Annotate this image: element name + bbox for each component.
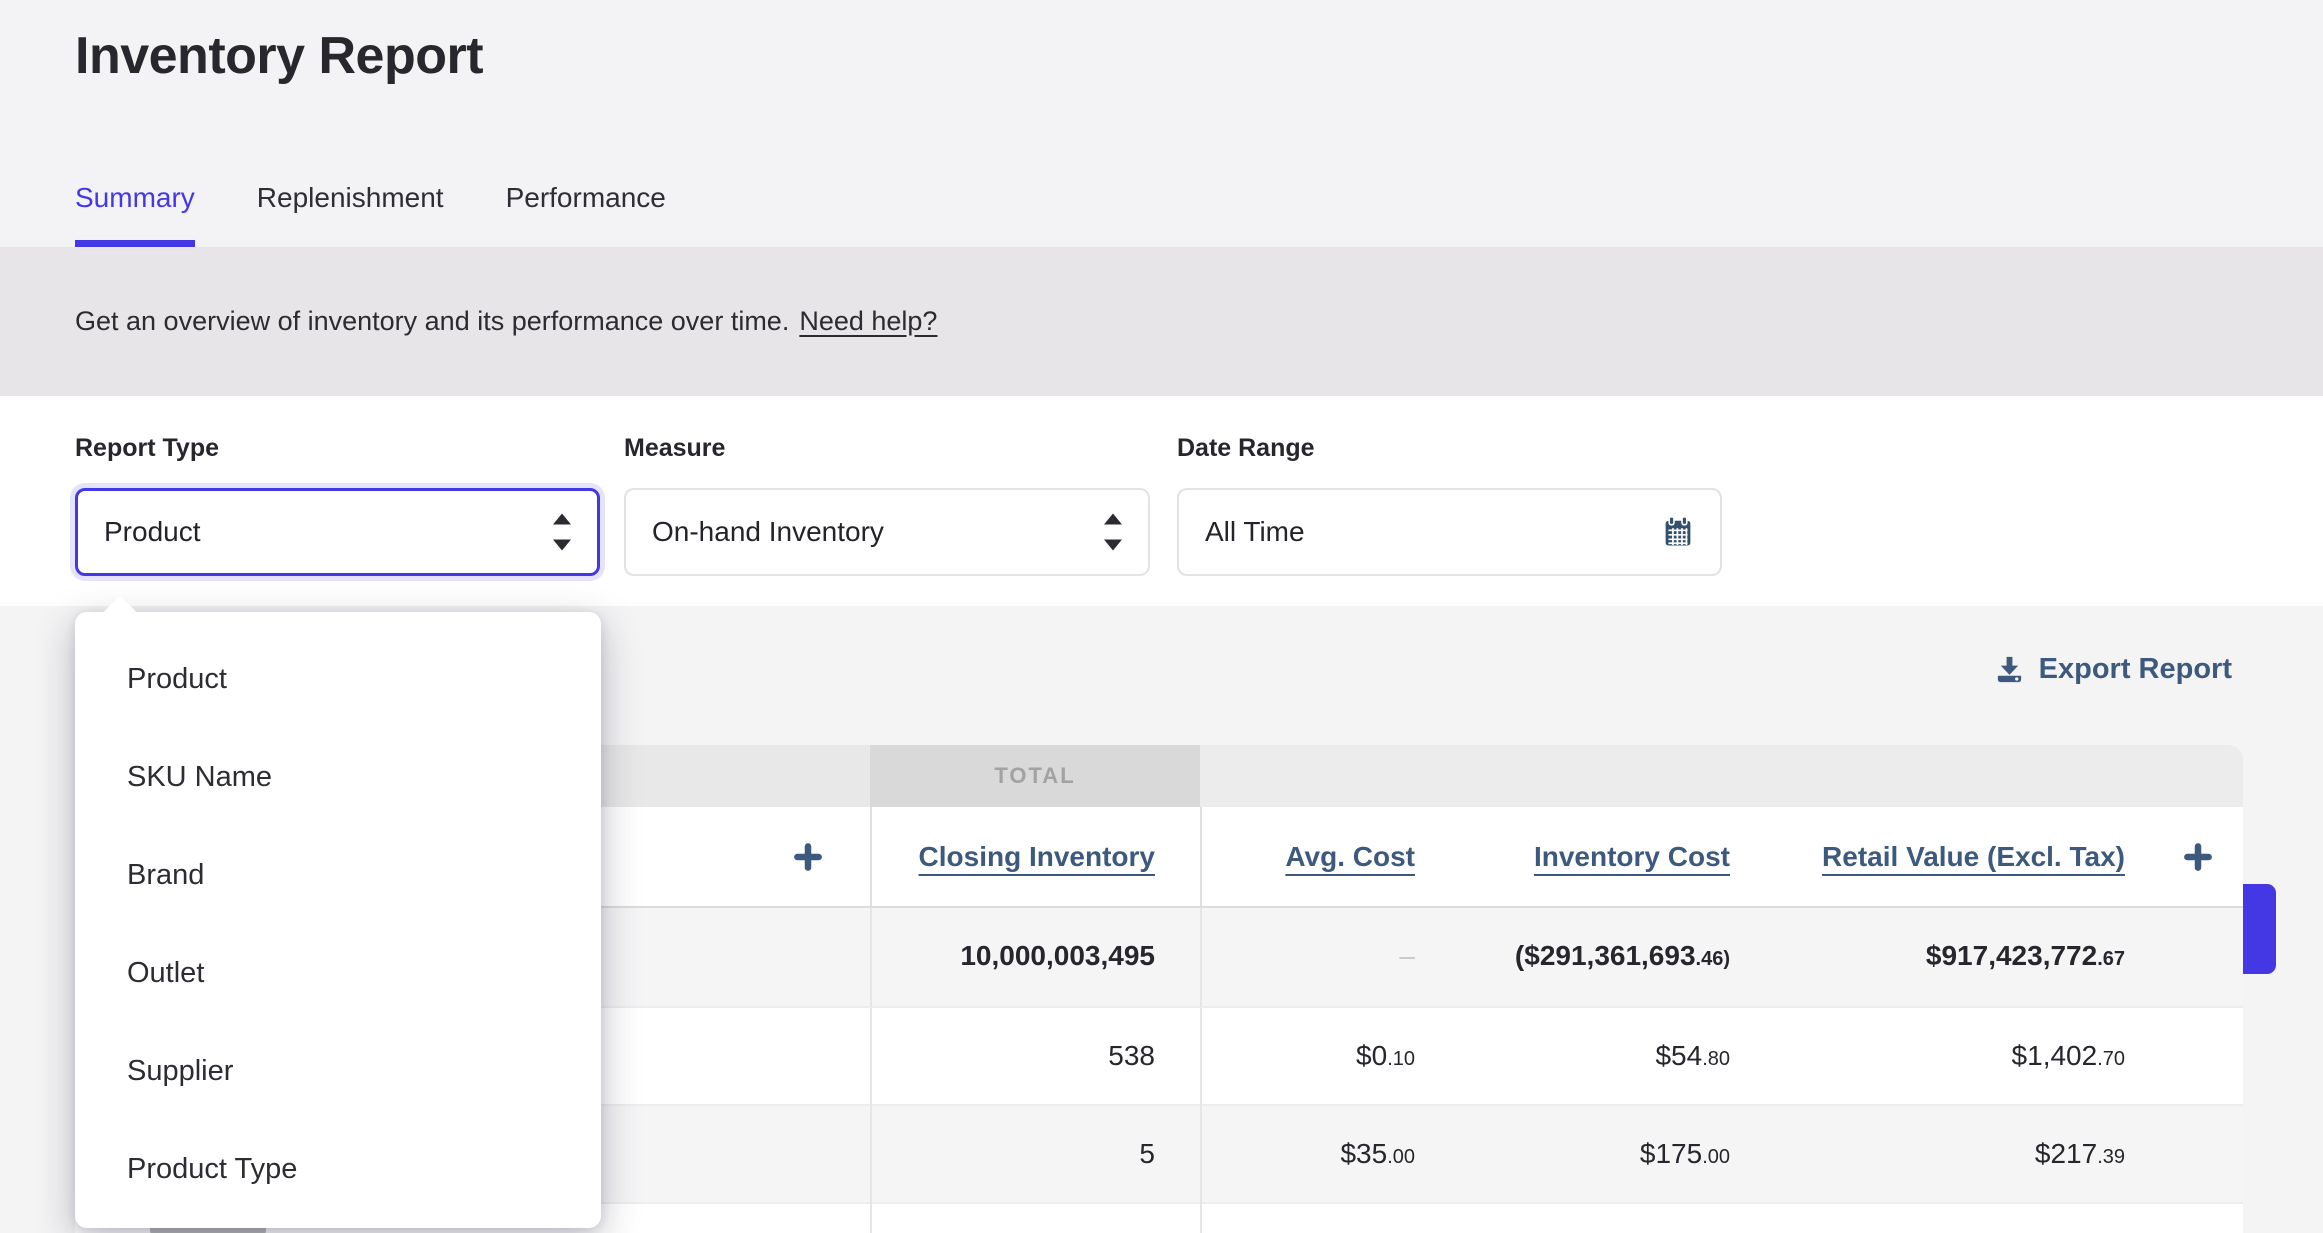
tab-bar: Summary Replenishment Performance xyxy=(75,182,666,247)
date-range-value: All Time xyxy=(1205,516,1305,548)
need-help-link[interactable]: Need help? xyxy=(799,306,937,337)
header-cell-add xyxy=(2170,807,2243,906)
value-closing-inventory: 538 xyxy=(1108,1008,1155,1104)
sort-closing-inventory[interactable]: Closing Inventory xyxy=(919,841,1155,873)
sort-retail-value[interactable]: Retail Value (Excl. Tax) xyxy=(1822,841,2125,873)
group-cell-blank xyxy=(1200,745,2243,807)
header-avg-cost: Avg. Cost xyxy=(1200,807,1460,906)
group-cell-total: TOTAL xyxy=(870,745,1200,807)
cell-closing-inventory: 10,000,003,495 xyxy=(870,908,1200,1007)
value-inventory-cost-decimal: .80 xyxy=(1702,1011,1730,1107)
cell-avg-cost: $0.10 xyxy=(1200,1008,1460,1107)
banner-text: Get an overview of inventory and its per… xyxy=(75,306,789,337)
value-retail-value-decimal: .70 xyxy=(2097,1011,2125,1107)
report-type-dropdown: Product SKU Name Brand Outlet Supplier P… xyxy=(75,612,601,1228)
select-spinner-icon xyxy=(1104,514,1122,551)
value-retail-value: $217 xyxy=(2035,1106,2097,1202)
date-range-label: Date Range xyxy=(1177,434,1315,463)
value-inventory-cost-decimal: .00 xyxy=(1702,1109,1730,1205)
filter-bar: Report Type Product Measure On-hand Inve… xyxy=(0,396,2323,606)
dropdown-option-product-type[interactable]: Product Type xyxy=(75,1120,601,1218)
dropdown-option-product[interactable]: Product xyxy=(75,630,601,728)
export-report-label: Export Report xyxy=(2039,653,2232,686)
export-report-link[interactable]: Export Report xyxy=(1994,653,2232,686)
page-title: Inventory Report xyxy=(75,26,483,86)
dropdown-option-supplier[interactable]: Supplier xyxy=(75,1022,601,1120)
value-avg-cost-decimal: .10 xyxy=(1387,1011,1415,1107)
cell-avg-cost: $35.00 xyxy=(1200,1106,1460,1205)
cell-retail-value: $917,423,772.67 xyxy=(1775,908,2170,1007)
cell-add xyxy=(2170,908,2243,1007)
tab-summary[interactable]: Summary xyxy=(75,182,195,247)
dropdown-option-outlet[interactable]: Outlet xyxy=(75,924,601,1022)
value-inventory-cost-decimal: .46) xyxy=(1696,911,1730,1007)
value-inventory-cost: $54 xyxy=(1655,1008,1702,1104)
download-icon xyxy=(1994,654,2025,685)
page-header: Inventory Report Summary Replenishment P… xyxy=(0,0,2323,247)
header-inventory-cost: Inventory Cost xyxy=(1460,807,1775,906)
cell-add xyxy=(2170,1106,2243,1205)
value-avg-cost: $0 xyxy=(1356,1008,1387,1104)
calendar-icon xyxy=(1660,514,1696,550)
sort-avg-cost[interactable]: Avg. Cost xyxy=(1285,841,1415,873)
cell-inventory-cost: $175.00 xyxy=(1460,1106,1775,1205)
header-retail-value: Retail Value (Excl. Tax) xyxy=(1775,807,2170,906)
inventory-report-page: Inventory Report Summary Replenishment P… xyxy=(0,0,2323,1233)
report-type-select[interactable]: Product xyxy=(75,488,600,576)
help-banner: Get an overview of inventory and its per… xyxy=(0,247,2323,396)
cell-closing-inventory: 538 xyxy=(870,1008,1200,1107)
tab-replenishment[interactable]: Replenishment xyxy=(257,182,444,247)
add-column-button-left[interactable] xyxy=(791,840,825,874)
report-type-label: Report Type xyxy=(75,434,219,463)
value-inventory-cost: ($291,361,693 xyxy=(1515,908,1696,1004)
value-avg-cost: – xyxy=(1399,908,1415,1004)
measure-value: On-hand Inventory xyxy=(652,516,884,548)
value-avg-cost: $35 xyxy=(1340,1106,1387,1202)
date-range-select[interactable]: All Time xyxy=(1177,488,1722,576)
value-avg-cost-decimal: .00 xyxy=(1387,1109,1415,1205)
value-closing-inventory: 5 xyxy=(1139,1106,1155,1202)
header-closing-inventory: Closing Inventory xyxy=(870,807,1200,906)
value-retail-value: $917,423,772 xyxy=(1926,908,2097,1004)
cell-retail-value: $1,402.70 xyxy=(1775,1008,2170,1107)
cell-retail-value: $217.39 xyxy=(1775,1106,2170,1205)
total-group-label: TOTAL xyxy=(994,763,1075,789)
tab-performance[interactable]: Performance xyxy=(506,182,666,247)
cell-inventory-cost: $54.80 xyxy=(1460,1008,1775,1107)
value-retail-value: $1,402 xyxy=(2012,1008,2098,1104)
dropdown-option-sku-name[interactable]: SKU Name xyxy=(75,728,601,826)
value-inventory-cost: $175 xyxy=(1640,1106,1702,1202)
report-type-value: Product xyxy=(104,516,201,548)
cell-avg-cost: – xyxy=(1200,908,1460,1007)
add-column-button-right[interactable] xyxy=(2181,840,2215,874)
dropdown-option-brand[interactable]: Brand xyxy=(75,826,601,924)
measure-select[interactable]: On-hand Inventory xyxy=(624,488,1150,576)
cell-closing-inventory: 5 xyxy=(870,1106,1200,1205)
measure-label: Measure xyxy=(624,434,725,463)
cell-add xyxy=(2170,1008,2243,1107)
value-retail-value-decimal: .39 xyxy=(2097,1109,2125,1205)
value-closing-inventory: 10,000,003,495 xyxy=(960,908,1155,1004)
value-retail-value-decimal: .67 xyxy=(2097,911,2125,1007)
select-spinner-icon xyxy=(553,514,571,551)
cell-inventory-cost: ($291,361,693.46) xyxy=(1460,908,1775,1007)
sort-inventory-cost[interactable]: Inventory Cost xyxy=(1534,841,1730,873)
